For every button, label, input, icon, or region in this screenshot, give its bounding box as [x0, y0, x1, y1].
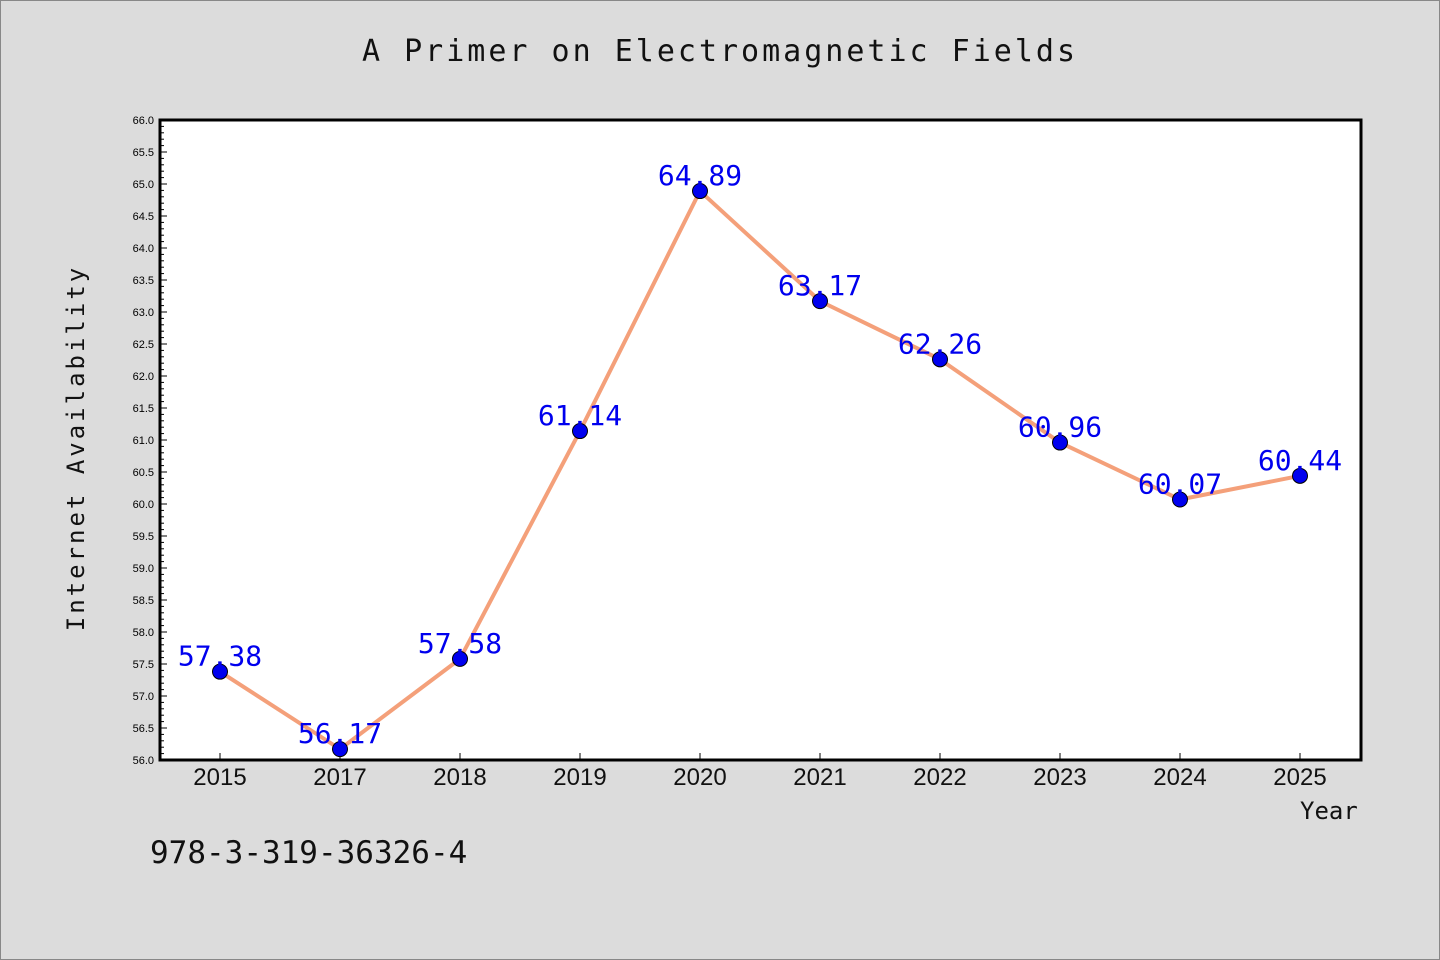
x-tick-label: 2019: [553, 764, 606, 791]
y-tick-label: 63.5: [133, 275, 154, 287]
data-point: [1292, 467, 1308, 484]
y-tick-label: 63.0: [133, 307, 154, 319]
y-tick-label: 66.0: [133, 115, 154, 127]
x-tick-label: 2015: [193, 764, 246, 791]
y-tick-label: 58.5: [133, 595, 154, 607]
data-labels: 57.38 56.17 57.58 61.14 64.89 63.17 62.26 60.96…: [178, 159, 1342, 750]
data-label: 64.89: [658, 159, 742, 192]
data-markers: [212, 183, 1308, 758]
data-point: [332, 741, 348, 758]
data-point: [1172, 491, 1188, 508]
x-axis: 2015 2017 2018 2019 2020 2021 2022 2023 2024 2025: [193, 753, 1327, 791]
data-label: 56.17: [298, 717, 382, 750]
data-label: 63.17: [778, 269, 862, 302]
y-tick-label: 60.5: [133, 467, 154, 479]
data-label: 60.96: [1018, 411, 1102, 444]
x-tick-label: 2020: [673, 764, 726, 791]
y-tick-label: 61.0: [133, 435, 154, 447]
y-tick-label: 60.0: [133, 499, 154, 511]
data-point: [452, 650, 468, 667]
y-tick-label: 61.5: [133, 403, 154, 415]
data-label: 61.14: [538, 399, 622, 432]
isbn-annotation: 978-3-319-36326-4: [150, 835, 468, 871]
plot-area: [160, 120, 1361, 760]
x-tick-label: 2025: [1273, 764, 1326, 791]
series-line: [218, 189, 1301, 752]
y-tick-label: 59.0: [133, 563, 154, 575]
y-tick-label: 64.5: [133, 211, 154, 223]
x-tick-label: 2024: [1153, 764, 1206, 791]
y-tick-label: 59.5: [133, 531, 154, 543]
y-axis: 56.0 56.5 57.0 57.5 58.0 58.5 59.0 59.5 60.0 60.5…: [133, 115, 167, 767]
x-tick-label: 2022: [913, 764, 966, 791]
data-point: [812, 293, 828, 310]
data-label: 62.26: [898, 327, 982, 360]
y-tick-label: 64.0: [133, 243, 154, 255]
data-point: [1052, 434, 1068, 451]
y-tick-label: 62.0: [133, 371, 154, 383]
y-tick-label: 56.5: [133, 723, 154, 735]
x-tick-label: 2017: [313, 764, 366, 791]
data-point: [212, 663, 228, 680]
x-tick-label: 2018: [433, 764, 486, 791]
x-tick-label: 2021: [793, 764, 846, 791]
plot-frame: [158, 118, 1363, 762]
data-label: 57.58: [418, 627, 502, 660]
data-label: 60.07: [1138, 468, 1222, 501]
y-tick-label: 62.5: [133, 339, 154, 351]
y-tick-label: 56.0: [133, 755, 154, 767]
data-point: [932, 351, 948, 368]
y-tick-label: 57.0: [133, 691, 154, 703]
y-tick-label: 65.0: [133, 179, 154, 191]
data-point: [692, 183, 708, 200]
data-label: 60.44: [1258, 444, 1342, 477]
data-point: [572, 423, 588, 440]
y-tick-label: 57.5: [133, 659, 154, 671]
y-tick-label: 58.0: [133, 627, 154, 639]
data-label: 57.38: [178, 640, 262, 673]
chart-title: A Primer on Electromagnetic Fields: [361, 34, 1079, 69]
y-tick-label: 65.5: [133, 147, 154, 159]
x-tick-label: 2023: [1033, 764, 1086, 791]
x-axis-label: Year: [1300, 797, 1358, 825]
